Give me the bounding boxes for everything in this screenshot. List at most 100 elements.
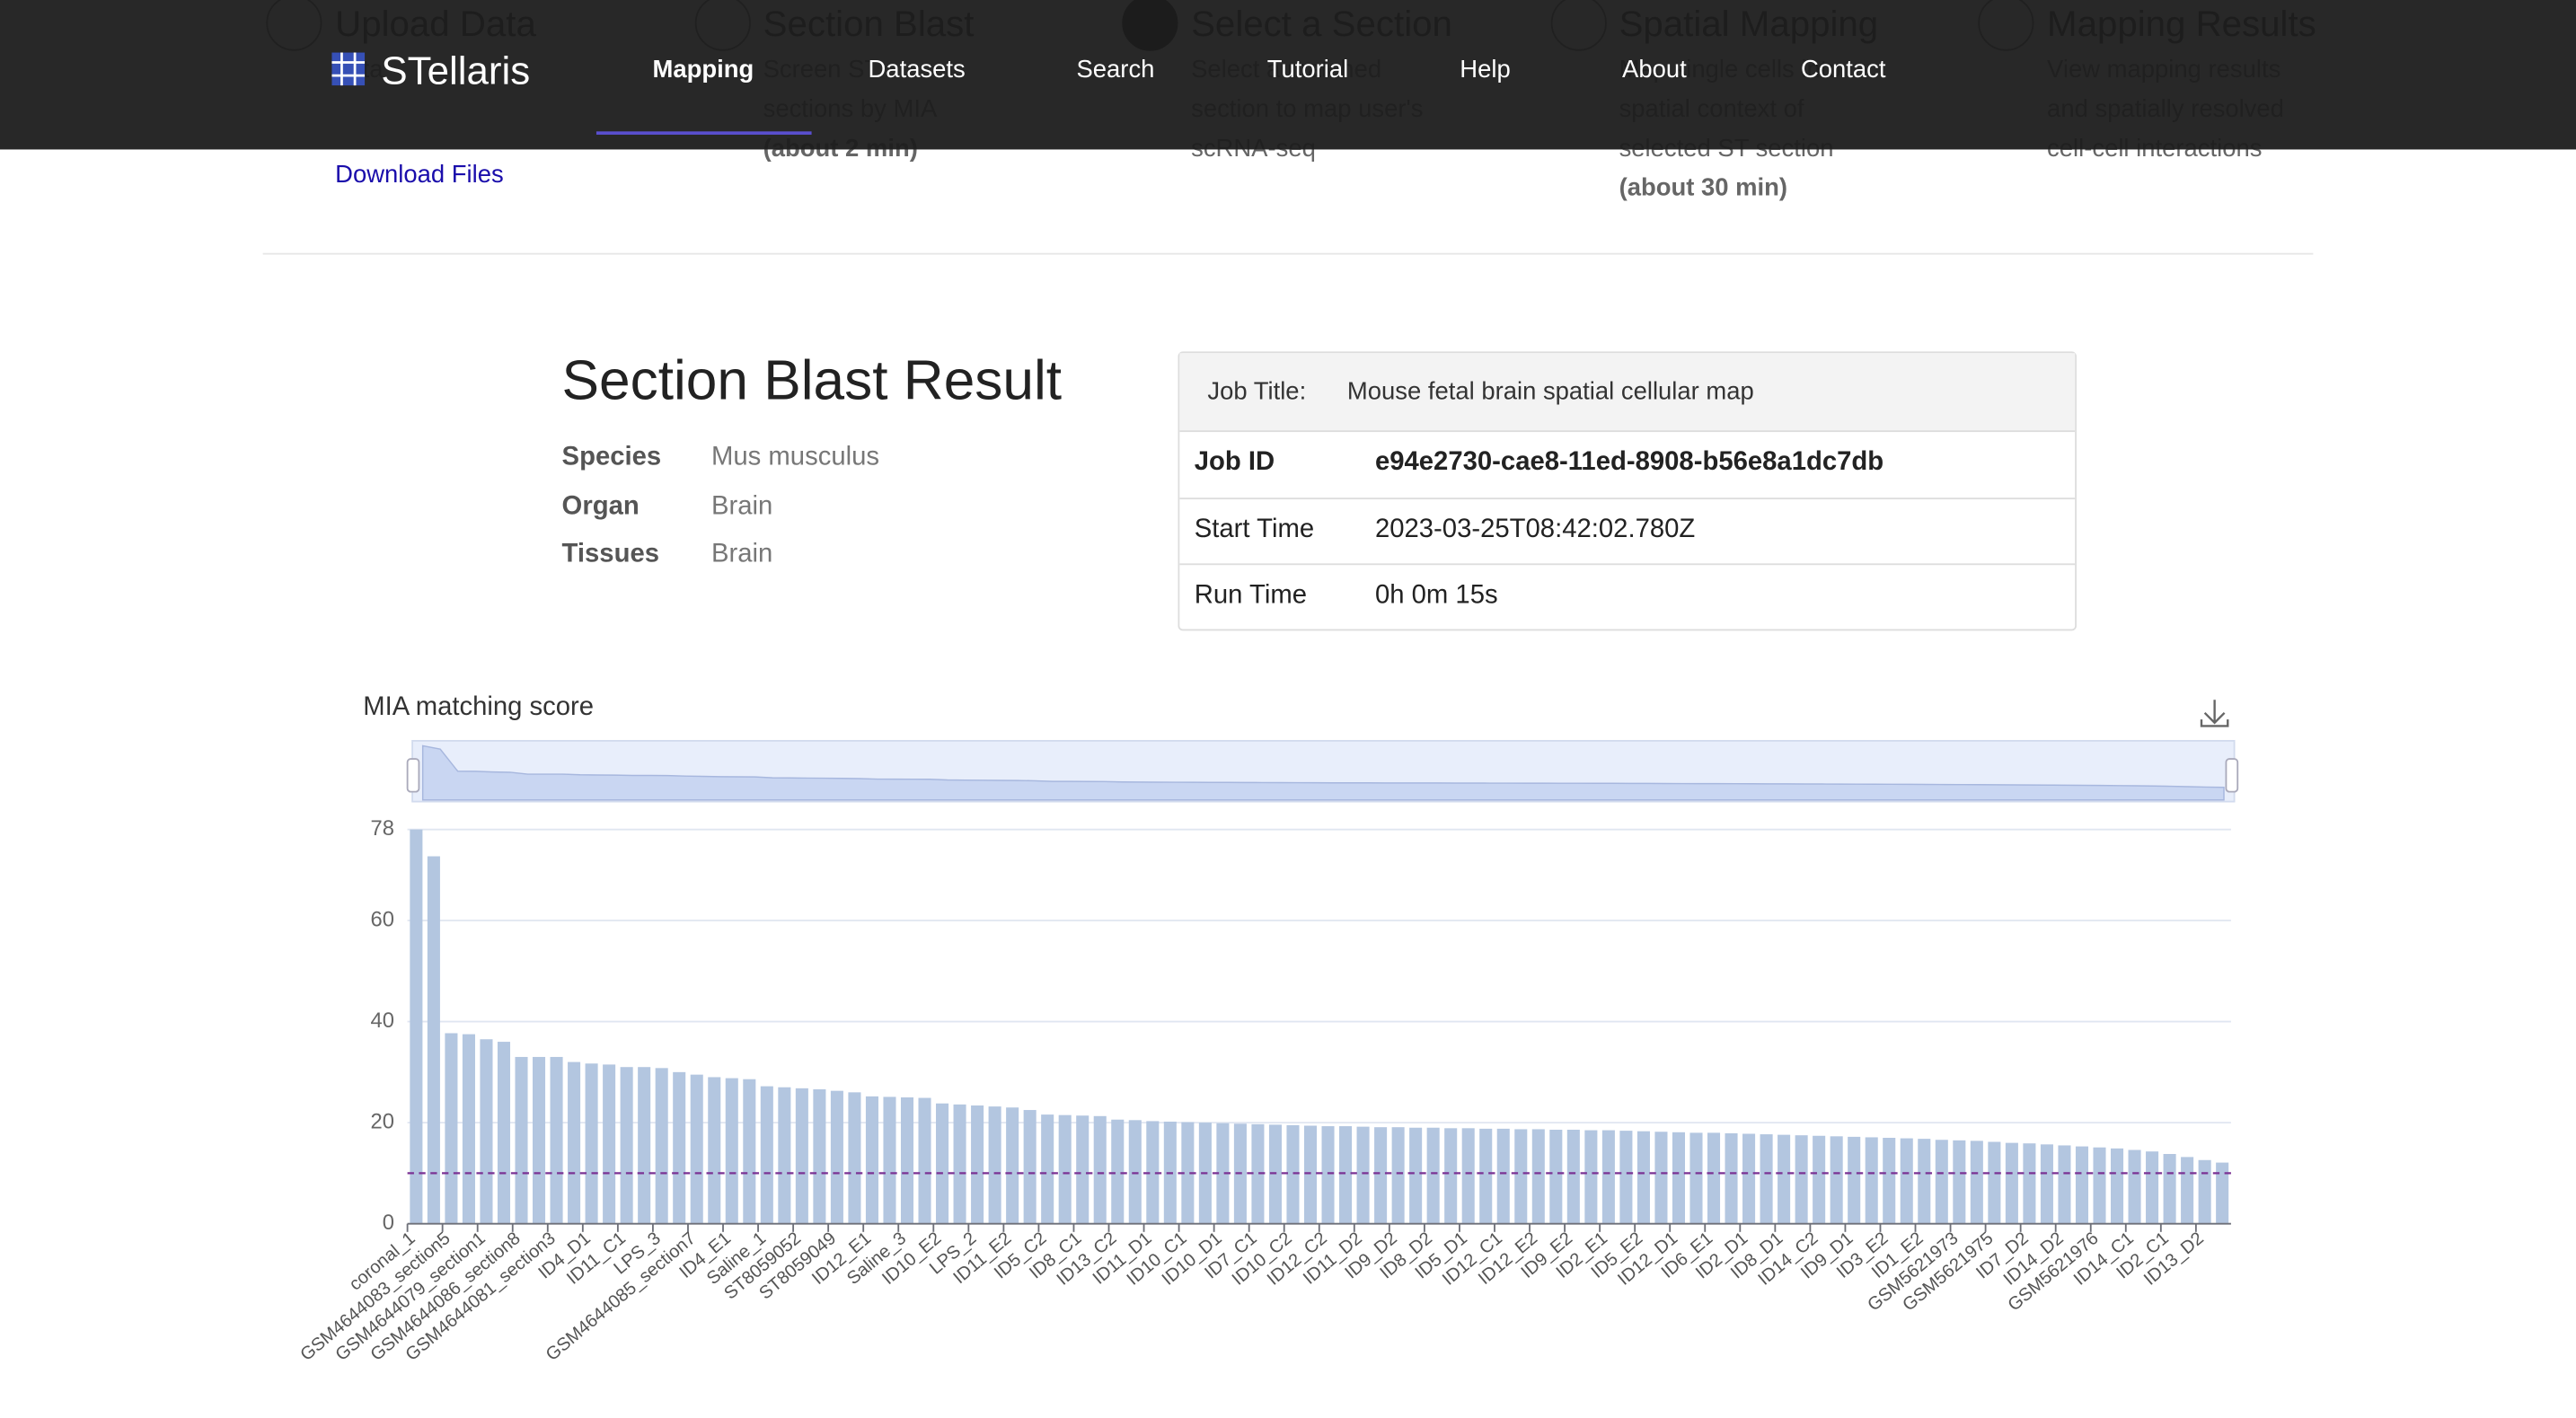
bar bbox=[1128, 1120, 1142, 1224]
bar bbox=[1356, 1126, 1370, 1224]
job-value: 2023-03-25T08:42:02.780Z bbox=[1374, 515, 1696, 543]
bar bbox=[1883, 1138, 1896, 1224]
bar bbox=[953, 1104, 966, 1224]
bar bbox=[936, 1103, 949, 1224]
bar bbox=[1479, 1128, 1493, 1224]
bar bbox=[795, 1088, 808, 1224]
bar bbox=[1321, 1126, 1335, 1224]
brand[interactable]: STellaris bbox=[381, 48, 531, 94]
bar bbox=[971, 1105, 984, 1224]
download-icon[interactable] bbox=[2200, 700, 2229, 727]
bar bbox=[1514, 1129, 1528, 1224]
bar bbox=[900, 1097, 914, 1224]
navbar: STellaris Mapping Datasets Search Tutorial H… bbox=[0, 0, 2576, 150]
bar bbox=[1795, 1135, 1808, 1224]
chart: MIA matching score 020406078coronal_1GSM… bbox=[296, 692, 2239, 1365]
download-link[interactable]: Download Files bbox=[335, 161, 504, 189]
bar bbox=[1216, 1123, 1230, 1224]
bar bbox=[2163, 1154, 2176, 1224]
job-label: Run Time bbox=[1194, 581, 1307, 610]
bar bbox=[1813, 1135, 1826, 1224]
bar bbox=[1654, 1132, 1668, 1224]
field-value: Brain bbox=[711, 491, 773, 520]
bar bbox=[1374, 1127, 1388, 1224]
bar bbox=[1268, 1124, 1282, 1224]
bar bbox=[515, 1056, 528, 1224]
bar bbox=[708, 1077, 721, 1224]
bar bbox=[2216, 1162, 2229, 1224]
bar bbox=[865, 1096, 878, 1224]
nav-item[interactable]: Search bbox=[1076, 56, 1155, 84]
bar bbox=[1900, 1138, 1913, 1224]
bar bbox=[1023, 1110, 1037, 1224]
bar bbox=[1391, 1127, 1405, 1224]
bar bbox=[2110, 1148, 2124, 1224]
bar bbox=[585, 1063, 598, 1224]
bar bbox=[1988, 1141, 2001, 1224]
bar bbox=[568, 1061, 581, 1224]
bar bbox=[1444, 1128, 1458, 1224]
field-value: Mus musculus bbox=[711, 443, 880, 471]
bar bbox=[813, 1088, 826, 1224]
job-value: e94e2730-cae8-11ed-8908-b56e8a1dc7db bbox=[1374, 448, 1884, 477]
job-table bbox=[1178, 351, 2077, 631]
nav-item[interactable]: Contact bbox=[1800, 56, 1886, 84]
bar bbox=[1531, 1129, 1545, 1224]
bar bbox=[1461, 1128, 1475, 1224]
bar bbox=[462, 1034, 475, 1224]
row-divider bbox=[1179, 563, 2076, 566]
bar bbox=[725, 1078, 738, 1224]
bar bbox=[1006, 1107, 1019, 1224]
bar bbox=[778, 1087, 791, 1224]
nav-item[interactable]: Datasets bbox=[868, 56, 966, 84]
bar bbox=[2075, 1146, 2089, 1224]
bar bbox=[638, 1067, 651, 1224]
bar bbox=[1619, 1131, 1633, 1224]
bar bbox=[1286, 1124, 1300, 1224]
bar bbox=[1584, 1130, 1598, 1224]
zoom-handle[interactable] bbox=[2225, 758, 2239, 793]
bar bbox=[2181, 1157, 2194, 1224]
bar bbox=[620, 1067, 633, 1224]
field-label: Species bbox=[561, 443, 662, 471]
nav-item[interactable]: Help bbox=[1460, 56, 1511, 84]
bar bbox=[427, 856, 440, 1224]
field-label: Tissues bbox=[561, 540, 660, 568]
bar bbox=[1689, 1132, 1703, 1224]
bar bbox=[497, 1042, 511, 1224]
bar bbox=[1636, 1131, 1650, 1224]
bar bbox=[1426, 1127, 1440, 1224]
nav-item[interactable]: About bbox=[1622, 56, 1687, 84]
bar bbox=[2005, 1142, 2018, 1224]
bar bbox=[1778, 1134, 1791, 1224]
step-time: (about 30 min) bbox=[1619, 173, 1788, 202]
zoom-overview bbox=[421, 744, 2225, 801]
nav-item[interactable]: Tutorial bbox=[1266, 56, 1349, 84]
job-title: Mouse fetal brain spatial cellular map bbox=[1346, 377, 1754, 406]
bar bbox=[603, 1064, 616, 1224]
bar bbox=[848, 1092, 861, 1224]
bar bbox=[690, 1074, 703, 1224]
chart-title: MIA matching score bbox=[363, 692, 594, 721]
field-value: Brain bbox=[711, 540, 773, 568]
bar bbox=[410, 829, 423, 1224]
result-title: Section Blast Result bbox=[561, 349, 1063, 413]
job-value: 0h 0m 15s bbox=[1374, 581, 1498, 610]
bar bbox=[1760, 1134, 1773, 1224]
bar bbox=[1953, 1140, 1966, 1224]
logo-icon bbox=[331, 52, 366, 86]
active-underline bbox=[595, 131, 812, 135]
bar bbox=[1865, 1137, 1878, 1224]
bar bbox=[1848, 1136, 1861, 1224]
zoom-handle[interactable] bbox=[406, 758, 420, 793]
y-tick-label: 20 bbox=[371, 1109, 394, 1133]
bar bbox=[1146, 1121, 1160, 1224]
bar bbox=[743, 1079, 756, 1224]
bar bbox=[1918, 1139, 1931, 1224]
bar bbox=[2128, 1149, 2141, 1224]
bar bbox=[1251, 1123, 1265, 1224]
bar bbox=[480, 1039, 493, 1224]
nav-item[interactable]: Mapping bbox=[652, 56, 754, 84]
bar bbox=[830, 1090, 843, 1224]
